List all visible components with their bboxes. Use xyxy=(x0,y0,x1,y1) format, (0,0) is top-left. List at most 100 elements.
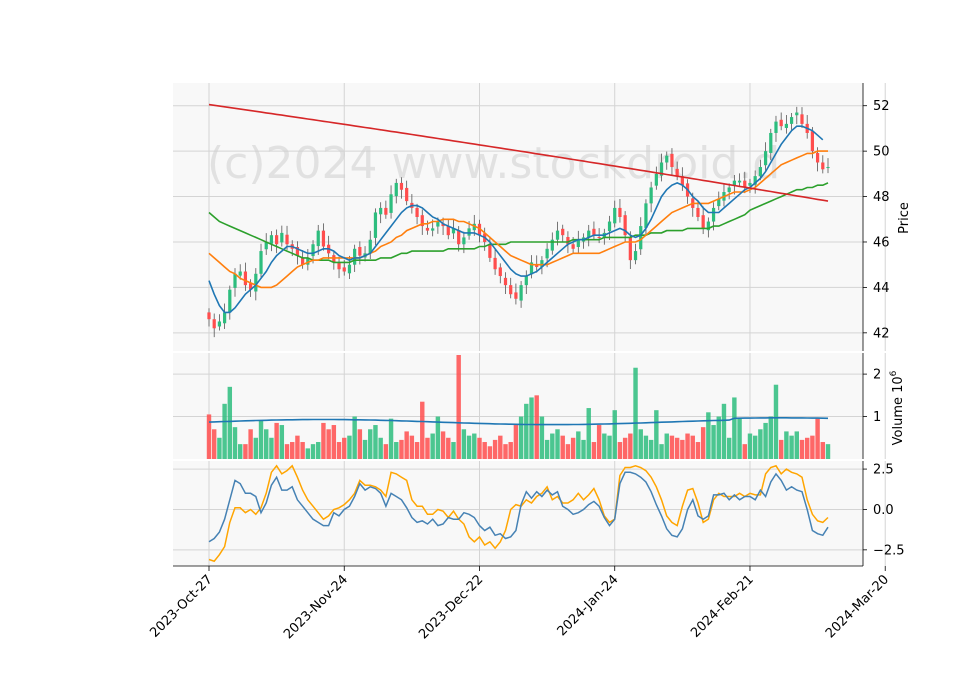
candle-body xyxy=(592,228,596,236)
volume-bar xyxy=(815,418,820,459)
price-tick-label: 42 xyxy=(873,326,890,341)
candle-body xyxy=(509,285,513,295)
volume-bar xyxy=(336,442,342,459)
candle-body xyxy=(795,112,799,116)
candle-body xyxy=(701,215,705,229)
candle-body xyxy=(571,244,575,249)
candle-body xyxy=(493,257,497,270)
volume-bar xyxy=(269,437,274,459)
candle-body xyxy=(623,215,627,236)
candle-body xyxy=(696,207,700,217)
candle-body xyxy=(316,230,320,247)
volume-bar xyxy=(326,429,331,459)
candle-body xyxy=(301,257,305,265)
volume-bar xyxy=(518,416,524,459)
volume-bar xyxy=(742,444,747,459)
volume-bar xyxy=(243,444,248,459)
volume-bar xyxy=(789,435,794,459)
volume-bar xyxy=(690,435,695,459)
candle-body xyxy=(529,262,534,275)
volume-bar xyxy=(316,442,321,459)
volume-bar xyxy=(425,437,430,459)
oscillator-tick-label: −2.5 xyxy=(873,543,905,558)
volume-bar xyxy=(420,401,425,459)
x-tick-label: 2024-Mar-20 xyxy=(823,572,892,641)
volume-bar xyxy=(404,431,409,459)
volume-bar xyxy=(248,429,253,459)
candle-body xyxy=(711,207,716,222)
volume-bar xyxy=(732,397,737,459)
volume-bar xyxy=(612,410,617,459)
x-tick-label: 2023-Dec-22 xyxy=(416,572,486,642)
volume-bar xyxy=(227,386,233,459)
candle-body xyxy=(347,264,352,274)
volume-bar xyxy=(825,444,831,459)
candle-body xyxy=(384,207,388,215)
candle-body xyxy=(675,168,679,177)
volume-bar xyxy=(456,355,461,459)
volume-bar xyxy=(633,367,638,459)
volume-bar xyxy=(232,427,238,459)
candle-body xyxy=(368,239,372,254)
candle-body xyxy=(249,283,253,290)
candle-body xyxy=(379,207,383,215)
candle-body xyxy=(405,187,409,202)
candle-body xyxy=(269,235,274,244)
volume-bar xyxy=(253,437,259,459)
volume-bar xyxy=(680,439,685,459)
volume-bar xyxy=(602,433,607,459)
candle-body xyxy=(431,228,435,231)
candle-body xyxy=(353,248,357,265)
candle-body xyxy=(285,234,289,245)
candle-body xyxy=(342,267,346,272)
volume-bar xyxy=(565,444,571,459)
volume-bar xyxy=(784,431,789,459)
candle-body xyxy=(311,244,315,257)
candle-body xyxy=(566,236,570,245)
candle-body xyxy=(425,227,430,231)
candle-body xyxy=(670,153,674,168)
volume-bar xyxy=(752,435,758,459)
volume-axis-label: Volume 106 xyxy=(889,370,906,445)
oscillator-panel-bg xyxy=(173,461,863,566)
volume-bar xyxy=(482,442,487,459)
candle-body xyxy=(550,239,554,251)
price-tick-label: 50 xyxy=(873,145,890,160)
volume-bar xyxy=(570,437,576,459)
volume-bar xyxy=(508,442,513,459)
candle-body xyxy=(789,117,794,124)
oscillator-tick-label: 0.0 xyxy=(873,503,894,518)
volume-bar xyxy=(222,403,227,459)
candle-body xyxy=(784,123,788,128)
candle-body xyxy=(800,114,804,124)
candle-body xyxy=(503,277,508,286)
volume-bar xyxy=(477,437,482,459)
volume-bar xyxy=(539,416,545,459)
volume-bar xyxy=(544,439,550,459)
volume-bar xyxy=(352,416,357,459)
volume-bar xyxy=(383,444,389,459)
volume-bar xyxy=(295,435,300,459)
volume-bar xyxy=(378,437,383,459)
volume-bar xyxy=(331,425,337,459)
candle-body xyxy=(358,246,362,256)
volume-bar xyxy=(409,435,415,459)
volume-bar xyxy=(492,439,498,459)
candle-body xyxy=(514,292,518,299)
candle-body xyxy=(633,251,638,261)
volume-axis-label-text: Volume 10 xyxy=(891,376,906,445)
candle-body xyxy=(613,207,617,224)
volume-bar xyxy=(794,431,800,459)
volume-bar xyxy=(820,442,826,459)
price-tick-label: 46 xyxy=(873,235,890,250)
candle-body xyxy=(753,176,757,185)
candle-body xyxy=(373,212,378,238)
candle-body xyxy=(280,232,284,243)
volume-bar xyxy=(747,433,753,459)
volume-bar xyxy=(524,403,529,459)
volume-bar xyxy=(617,442,623,459)
volume-bar xyxy=(279,425,285,459)
candle-body xyxy=(779,119,783,127)
volume-bar xyxy=(581,439,586,459)
